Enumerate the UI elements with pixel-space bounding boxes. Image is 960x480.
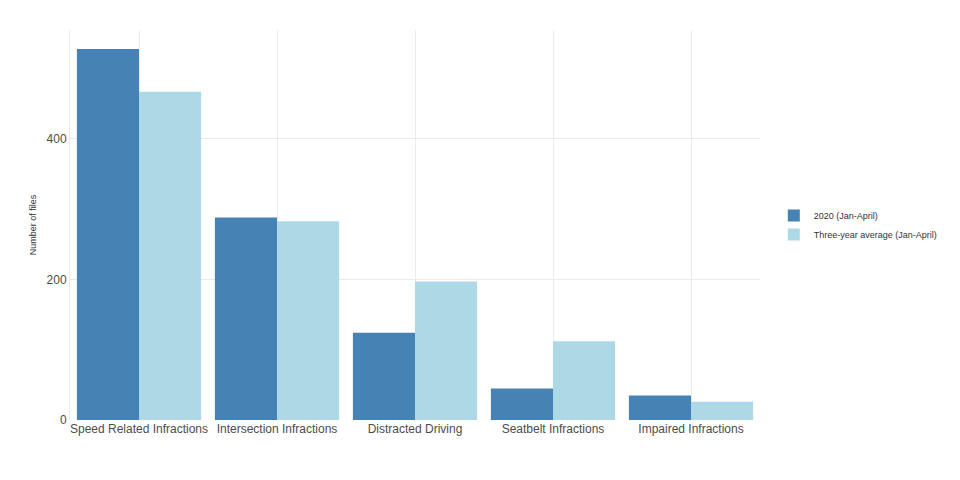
svg-text:200: 200 [47,273,67,287]
svg-text:Three-year average (Jan-April): Three-year average (Jan-April) [814,230,937,240]
svg-text:Speed Related Infractions: Speed Related Infractions [70,422,208,436]
svg-text:Number of files: Number of files [28,194,38,255]
svg-text:400: 400 [47,132,67,146]
svg-text:Intersection Infractions: Intersection Infractions [217,422,338,436]
svg-text:0: 0 [60,413,67,427]
svg-text:Distracted Driving: Distracted Driving [368,422,463,436]
svg-text:2020 (Jan-April): 2020 (Jan-April) [814,211,878,221]
svg-text:Seatbelt Infractions: Seatbelt Infractions [502,422,605,436]
svg-text:Impaired Infractions: Impaired Infractions [638,422,743,436]
